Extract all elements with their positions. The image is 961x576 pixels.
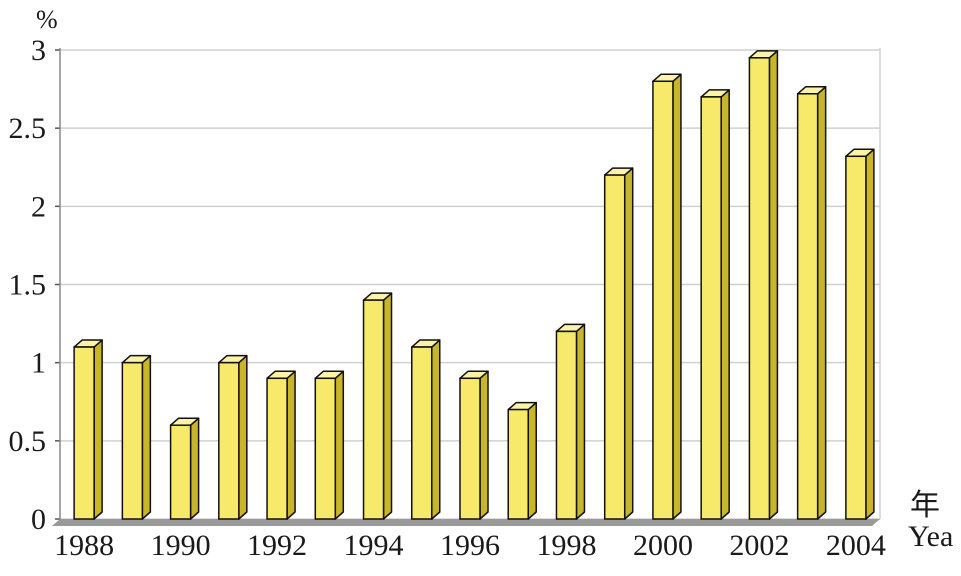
bar-1988 <box>73 339 103 520</box>
x-tick-label: 1996 <box>440 529 500 562</box>
bar-1998 <box>555 323 586 520</box>
bar-1999 <box>603 167 634 520</box>
bar-side <box>623 167 634 520</box>
bar-2001 <box>700 89 730 520</box>
x-axis-ticks: 1988 1990 1992 1994 1996 1998 2000 2002 2004 <box>54 529 886 562</box>
bar-1990 <box>169 417 200 520</box>
bar-1992 <box>266 370 296 520</box>
y-tick-label: 2 <box>31 190 46 223</box>
bar-front <box>362 299 385 520</box>
bar-side <box>768 50 779 520</box>
y-tick-label: 2.5 <box>9 112 47 145</box>
bar-front <box>266 377 288 520</box>
bar-front <box>459 377 481 520</box>
bar-front <box>700 96 722 520</box>
bar-side <box>141 354 152 520</box>
bar-2004 <box>845 148 875 520</box>
bar-2002 <box>748 50 779 520</box>
bar-1997 <box>507 401 537 520</box>
bar-front <box>652 80 674 520</box>
bar-1993 <box>314 370 345 520</box>
bar-side <box>286 370 296 520</box>
x-tick-label: 1990 <box>151 529 211 562</box>
bar-side <box>382 292 393 520</box>
bar-side <box>865 148 875 520</box>
bar-side <box>816 86 827 520</box>
bar-side <box>479 370 489 520</box>
bar-front <box>314 377 337 520</box>
x-tick-label: 1998 <box>536 529 596 562</box>
bar-front <box>169 424 192 520</box>
y-tick-label: 0.5 <box>9 425 47 458</box>
y-axis-ticks: 0 0.5 1 1.5 2 2.5 3 <box>9 34 47 536</box>
bar-front <box>748 57 771 520</box>
bar-front <box>121 361 144 520</box>
bar-1994 <box>362 292 393 520</box>
floor-band <box>52 519 880 526</box>
bar-front <box>73 346 95 520</box>
bar-2000 <box>652 73 682 520</box>
bar-1995 <box>411 339 441 520</box>
bar-side <box>238 354 248 520</box>
x-tick-label: 1992 <box>247 529 307 562</box>
y-tick-label: 1 <box>31 347 46 380</box>
bar-side <box>672 73 682 520</box>
bar-1989 <box>121 354 152 520</box>
bar-side <box>720 89 730 520</box>
bars <box>73 50 875 520</box>
bar-front <box>603 174 626 520</box>
bar-1991 <box>218 354 248 520</box>
bar-side <box>334 370 345 520</box>
bar-front <box>555 330 578 520</box>
x-tick-label: 1994 <box>344 529 404 562</box>
x-tick-label: 1988 <box>54 529 114 562</box>
bar-1996 <box>459 370 489 520</box>
bar-side <box>575 323 586 520</box>
x-axis-label-line-1: 年 <box>910 489 940 522</box>
chart-floor <box>52 519 880 526</box>
bar-side <box>431 339 441 520</box>
y-tick-label: 0 <box>31 503 46 536</box>
x-axis-label-line-2: Yea <box>908 520 953 553</box>
x-tick-label: 2002 <box>729 529 789 562</box>
y-tick-label: 3 <box>31 34 46 67</box>
bar-front <box>507 408 529 520</box>
bar-side <box>93 339 103 520</box>
x-tick-label: 2004 <box>826 529 886 562</box>
y-tick-label: 1.5 <box>9 269 47 302</box>
bar-front <box>845 155 867 520</box>
bar-2003 <box>796 86 827 520</box>
y-axis-label: % <box>36 5 58 34</box>
x-tick-label: 2000 <box>633 529 693 562</box>
bar-side <box>189 417 200 520</box>
bar-front <box>411 346 433 520</box>
bar-side <box>527 401 537 520</box>
bar-front <box>218 361 240 520</box>
bar-front <box>796 93 819 520</box>
